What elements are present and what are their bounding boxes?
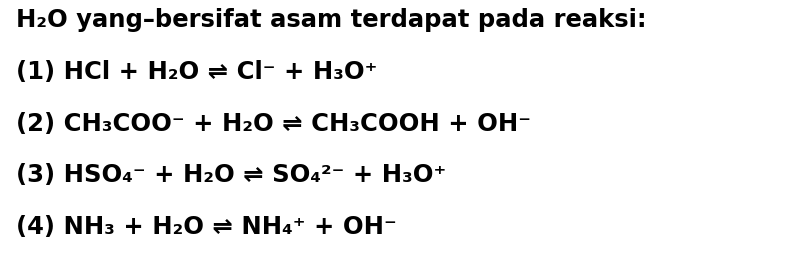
Text: (3) HSO₄⁻ + H₂O ⇌ SO₄²⁻ + H₃O⁺: (3) HSO₄⁻ + H₂O ⇌ SO₄²⁻ + H₃O⁺: [16, 163, 446, 187]
Text: (4) NH₃ + H₂O ⇌ NH₄⁺ + OH⁻: (4) NH₃ + H₂O ⇌ NH₄⁺ + OH⁻: [16, 215, 397, 239]
Text: (1) HCl + H₂O ⇌ Cl⁻ + H₃O⁺: (1) HCl + H₂O ⇌ Cl⁻ + H₃O⁺: [16, 60, 377, 84]
Text: (2) CH₃COO⁻ + H₂O ⇌ CH₃COOH + OH⁻: (2) CH₃COO⁻ + H₂O ⇌ CH₃COOH + OH⁻: [16, 112, 531, 135]
Text: H₂O yang–bersifat asam terdapat pada reaksi:: H₂O yang–bersifat asam terdapat pada rea…: [16, 8, 646, 32]
